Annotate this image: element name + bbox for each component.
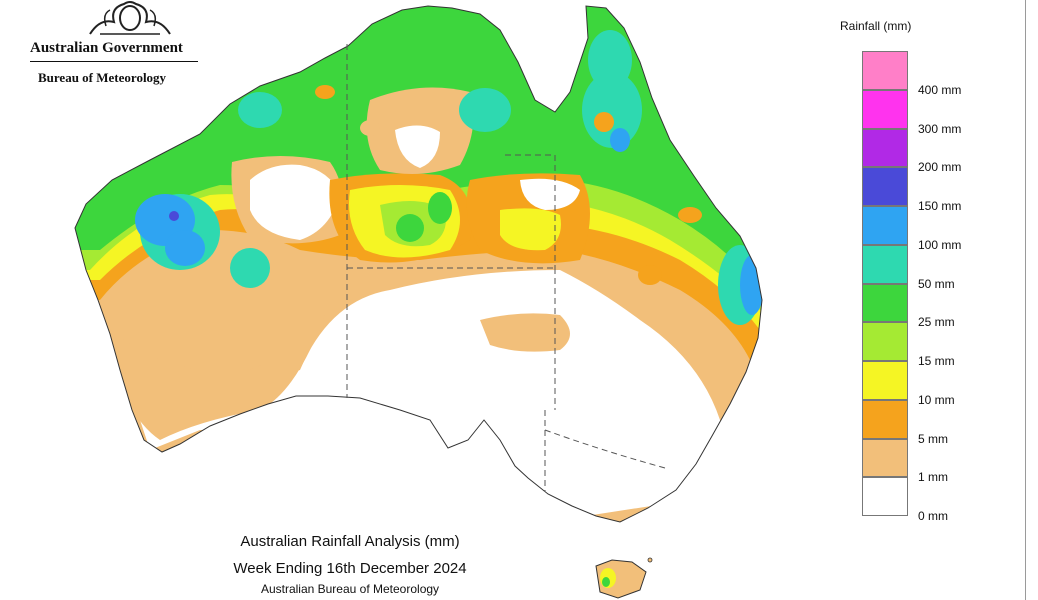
legend-swatch [862, 244, 908, 284]
legend-swatch [862, 477, 908, 516]
legend-title: Rainfall (mm) [840, 19, 912, 33]
legend-label: 10 mm [918, 392, 955, 407]
map-subtitle: Week Ending 16th December 2024 [233, 560, 467, 577]
legend-color-scale [862, 51, 908, 516]
legend-label: 0 mm [918, 509, 948, 523]
coat-of-arms-icon [89, 1, 171, 35]
legend-swatch [862, 167, 908, 206]
map-title: Australian Rainfall Analysis (mm) [240, 533, 460, 550]
legend-swatch [862, 438, 908, 478]
legend-swatch [862, 322, 908, 361]
logo-divider [30, 61, 198, 62]
legend-swatch [862, 399, 908, 439]
legend-swatch [862, 128, 908, 168]
legend-label: 300 mm [918, 121, 962, 136]
legend-label: 1 mm [918, 470, 948, 485]
legend-label: 200 mm [918, 160, 962, 175]
legend-swatch [862, 361, 908, 400]
bom-logo [20, 0, 210, 95]
legend-label: 5 mm [918, 431, 948, 446]
legend-label: 25 mm [918, 315, 955, 330]
legend-swatch [862, 89, 908, 129]
frame-border [1025, 0, 1026, 600]
dept-name: Bureau of Meteorology [38, 70, 167, 85]
legend-swatch [862, 206, 908, 245]
legend-label: 50 mm [918, 276, 955, 291]
legend-label: 400 mm [918, 82, 962, 97]
legend-swatch [862, 283, 908, 323]
legend-label: 150 mm [918, 199, 962, 213]
map-source: Australian Bureau of Meteorology [260, 582, 440, 596]
legend-label: 15 mm [918, 354, 955, 368]
org-name: Australian Government [30, 40, 183, 56]
legend-swatch [862, 51, 908, 90]
legend-label: 100 mm [918, 237, 962, 252]
